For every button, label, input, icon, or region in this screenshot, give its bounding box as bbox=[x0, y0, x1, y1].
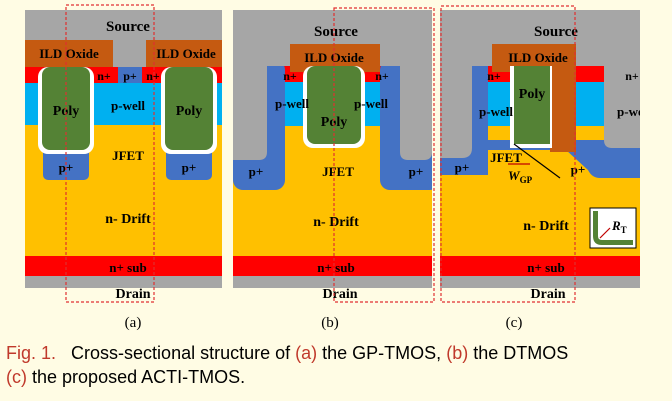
jfet-label: JFET bbox=[490, 150, 522, 165]
pplus-right-shield bbox=[166, 147, 212, 180]
drain-label-b: Drain bbox=[323, 287, 358, 302]
poly-label: Poly bbox=[519, 87, 545, 102]
drift-label: n- Drift bbox=[523, 219, 569, 234]
pwell-right-label: p-well bbox=[354, 96, 388, 111]
nplus-right-label: n+ bbox=[375, 69, 389, 83]
nplus-sub bbox=[25, 256, 222, 276]
source-label: Source bbox=[106, 19, 150, 35]
pplus-right-label: p+ bbox=[409, 164, 424, 179]
sublabel-c: (c) bbox=[506, 315, 523, 331]
unit-cell-box-c bbox=[440, 5, 576, 303]
drift-label: n- Drift bbox=[313, 215, 359, 230]
drain-label-a: Drain bbox=[116, 287, 151, 302]
pwell-left-label: p-well bbox=[479, 104, 513, 119]
figure-caption: Fig. 1. Cross-sectional structure of (a)… bbox=[6, 341, 672, 389]
pwell-label: p-well bbox=[111, 98, 145, 113]
ild-label: ILD Oxide bbox=[304, 50, 364, 65]
wgp-ref-line bbox=[513, 143, 561, 179]
panel-b: Source ILD Oxide n+ n+ p-well Poly p-wel… bbox=[233, 10, 432, 288]
nplus-sub bbox=[440, 256, 640, 276]
nsub-label: n+ sub bbox=[317, 260, 354, 275]
caption-text-1: Cross-sectional structure of bbox=[71, 343, 291, 363]
caption-ref-c: (c) bbox=[6, 367, 27, 387]
drain-metal bbox=[25, 276, 222, 288]
nsub-label: n+ sub bbox=[109, 260, 146, 275]
rt-label: RT bbox=[611, 218, 627, 235]
sublabel-b: (b) bbox=[321, 315, 339, 331]
nplus-left-label: n+ bbox=[283, 69, 297, 83]
source-label: Source bbox=[314, 24, 358, 40]
nplus-label-2: n+ bbox=[146, 69, 160, 83]
drift-label: n- Drift bbox=[105, 212, 151, 227]
source-label: Source bbox=[534, 24, 578, 40]
panel-a: Source ILD Oxide ILD Oxide n+ p+ n+ Poly… bbox=[25, 10, 222, 288]
caption-fig-number: Fig. 1. bbox=[6, 343, 57, 363]
source-contact bbox=[113, 40, 146, 67]
ild-left-label: ILD Oxide bbox=[39, 46, 99, 61]
pplus-right-label: p+ bbox=[182, 160, 197, 175]
caption-ref-b: (b) bbox=[446, 343, 469, 363]
poly-right-label: Poly bbox=[176, 104, 202, 119]
caption-text-4: the proposed ACTI-TMOS. bbox=[32, 367, 246, 387]
pplus-top bbox=[118, 67, 142, 83]
oxide-column bbox=[550, 66, 576, 152]
panel-c: Source ILD Oxide n+ n+ Poly p-well p-wel… bbox=[440, 10, 651, 288]
poly-right bbox=[165, 67, 213, 150]
nplus-right-label: n+ bbox=[625, 69, 639, 83]
nsub-label: n+ sub bbox=[527, 260, 564, 275]
nplus-left-label: n+ bbox=[487, 69, 501, 83]
nplus-label-1: n+ bbox=[97, 69, 111, 83]
unit-cell-box-b bbox=[333, 7, 435, 303]
pplus-left-label: p+ bbox=[249, 164, 264, 179]
caption-ref-a: (a) bbox=[295, 343, 318, 363]
ild-oxide-left bbox=[25, 40, 113, 67]
jfet-label: JFET bbox=[112, 148, 144, 163]
ild-right-label: ILD Oxide bbox=[156, 46, 216, 61]
unit-cell-box-a bbox=[65, 4, 155, 303]
source-region bbox=[25, 10, 222, 40]
ild-oxide-right bbox=[146, 40, 222, 67]
drain-metal bbox=[440, 276, 640, 288]
drain-metal bbox=[233, 276, 432, 288]
poly bbox=[514, 66, 550, 144]
pwell-left-label: p-well bbox=[275, 96, 309, 111]
sublabel-a: (a) bbox=[125, 315, 142, 331]
wgp-label: WGP bbox=[508, 168, 533, 185]
source-region bbox=[233, 10, 432, 160]
jfet-label: JFET bbox=[322, 164, 354, 179]
pwell-right-label: p-well bbox=[617, 104, 651, 119]
poly-label: Poly bbox=[321, 115, 347, 130]
ild-label: ILD Oxide bbox=[508, 50, 568, 65]
rt-inset bbox=[589, 207, 637, 249]
pplus-shield bbox=[440, 60, 640, 178]
poly-left-label: Poly bbox=[53, 104, 79, 119]
nplus-sub bbox=[233, 256, 432, 276]
caption-text-3: the DTMOS bbox=[473, 343, 569, 363]
drain-label-c: Drain bbox=[531, 287, 566, 302]
pplus-right-label: p+ bbox=[571, 162, 586, 177]
source-region bbox=[440, 10, 640, 158]
pplus-left-label: p+ bbox=[455, 160, 470, 175]
caption-text-2: the GP-TMOS, bbox=[322, 343, 442, 363]
pplus-top-label: p+ bbox=[123, 69, 137, 83]
